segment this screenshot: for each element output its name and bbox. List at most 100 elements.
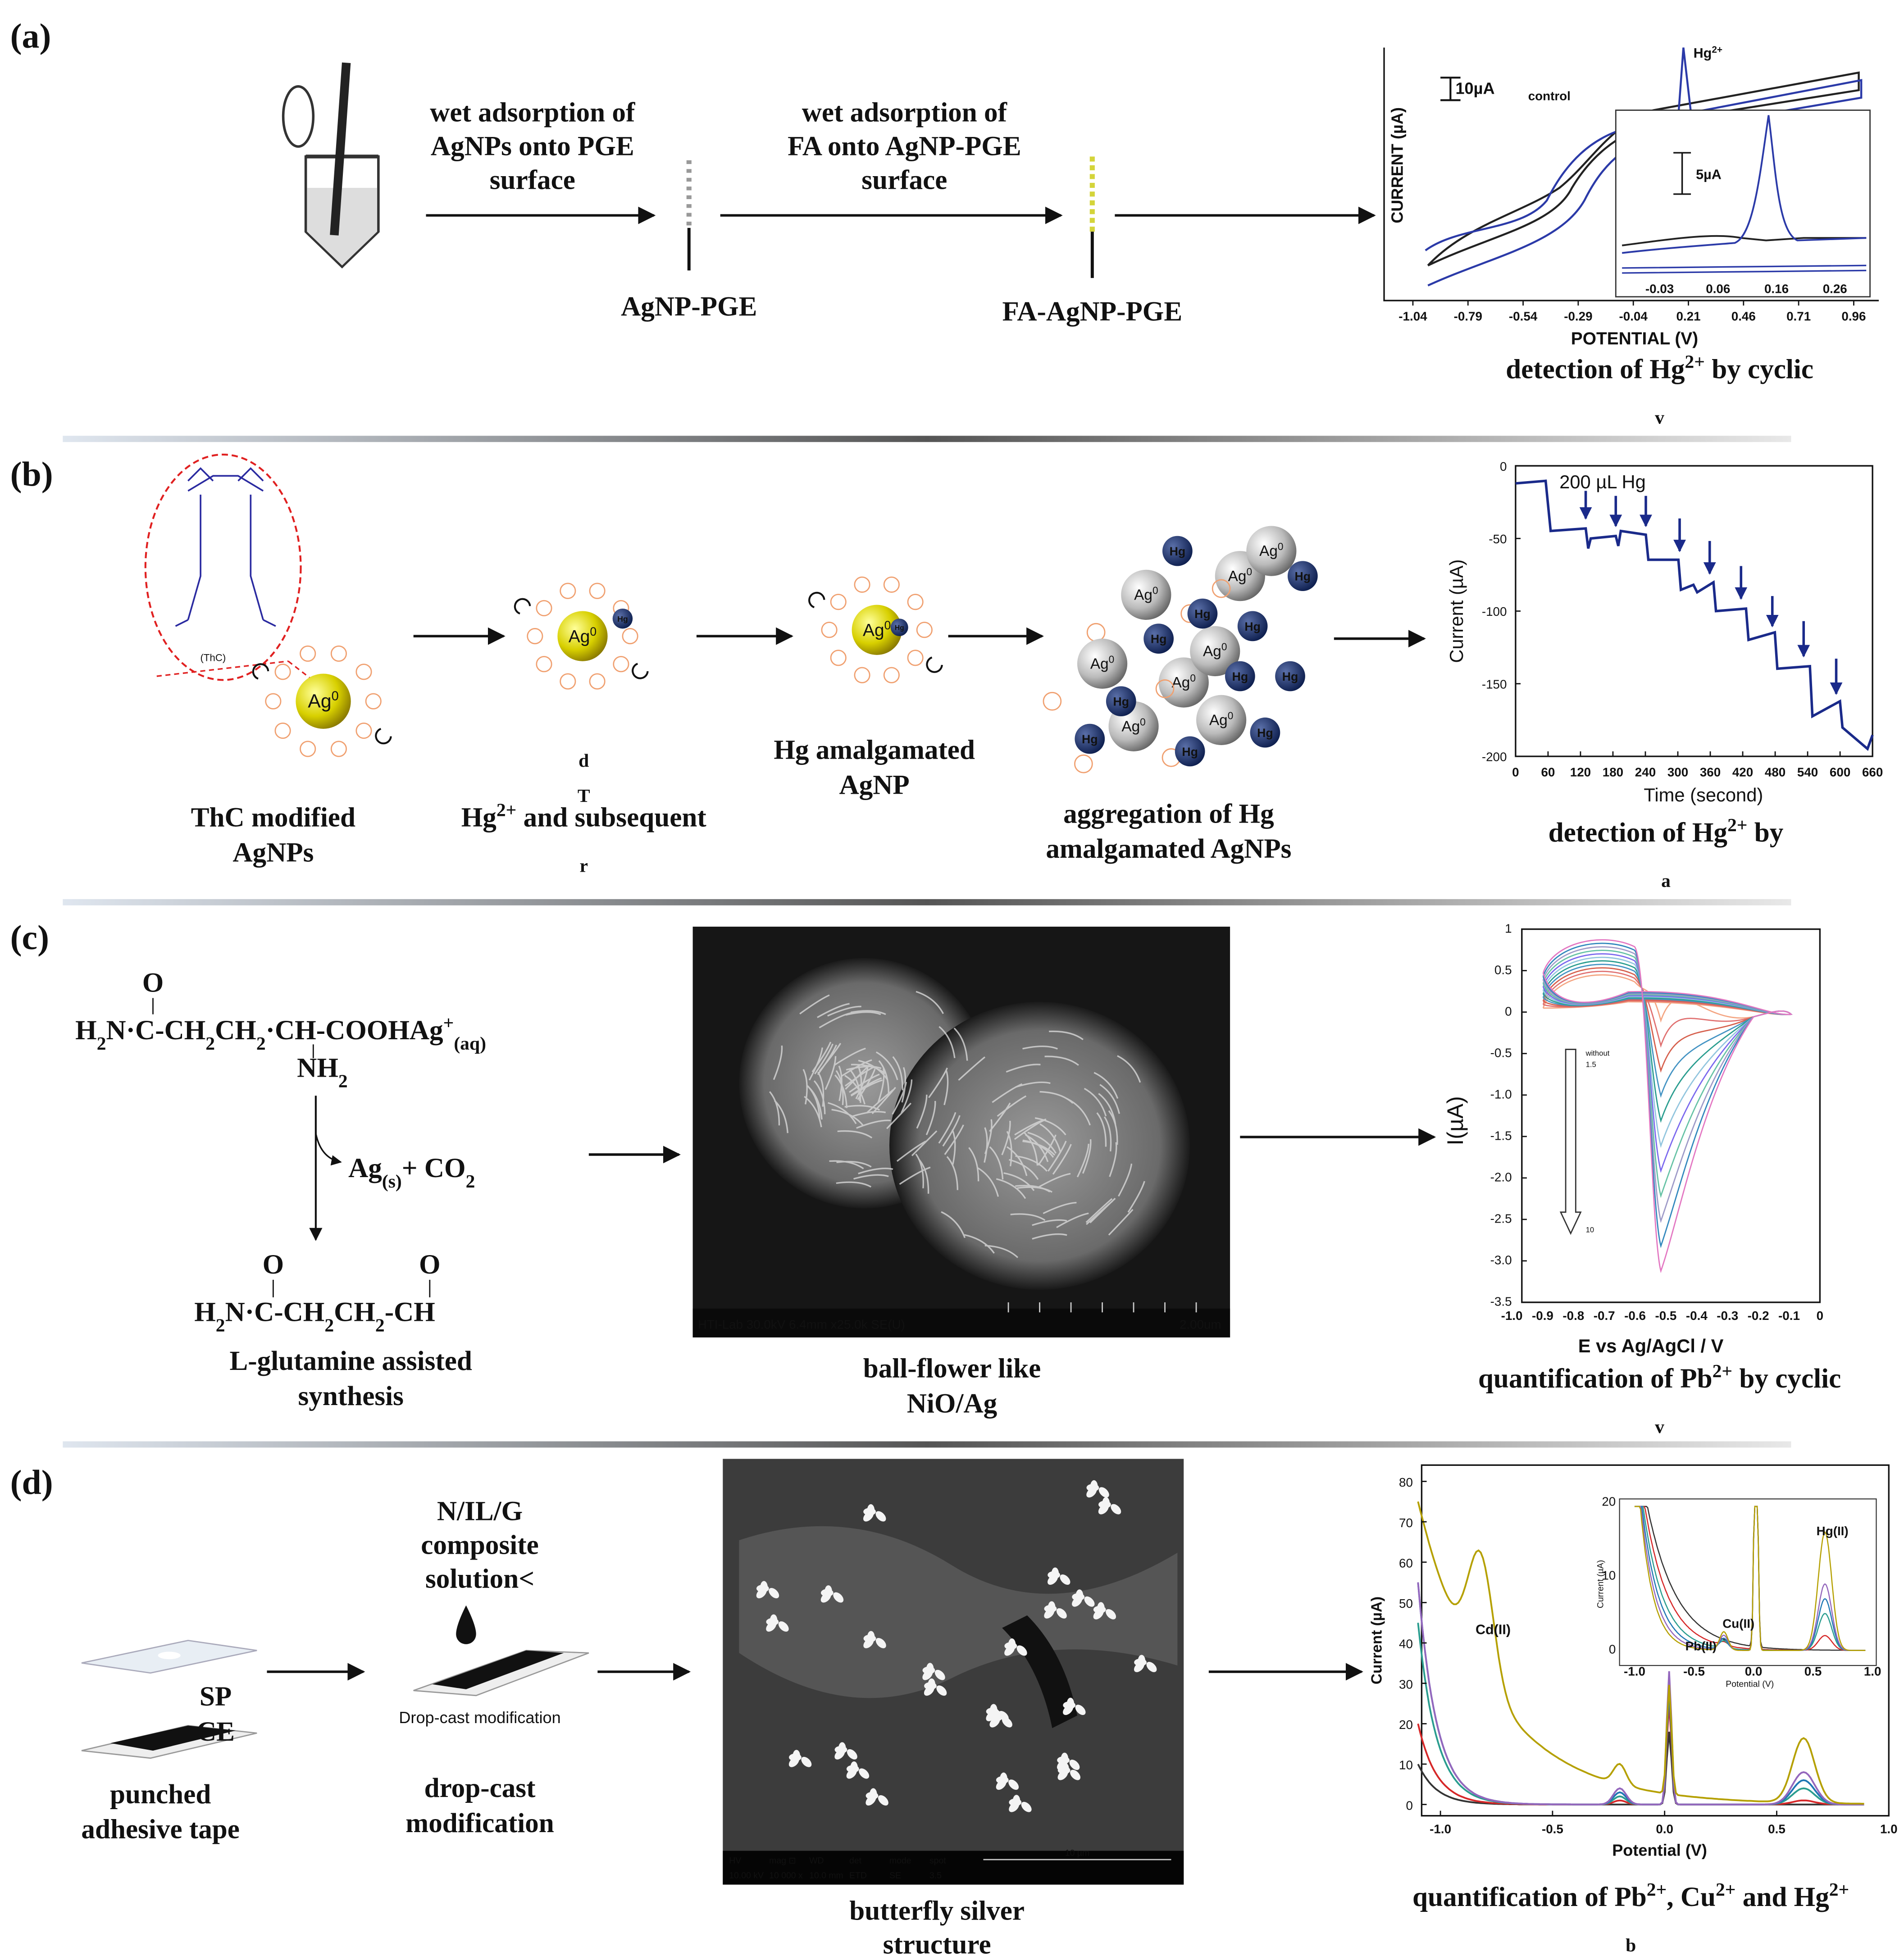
label: Hg2+ and subsequent — [461, 800, 707, 833]
flake — [922, 1669, 933, 1680]
text-part: r — [580, 855, 588, 876]
petal — [824, 1056, 837, 1090]
annotation: Hg(II) — [1817, 1524, 1849, 1538]
flake — [801, 1756, 812, 1767]
mercury — [1237, 611, 1268, 641]
cv-curve — [1542, 942, 1793, 1248]
ligand — [883, 576, 900, 593]
cv-curve — [1542, 964, 1793, 1098]
flake — [1093, 1609, 1104, 1619]
label: SP — [200, 1682, 232, 1712]
text-part: 0 — [884, 619, 891, 632]
image-caption: spot — [929, 1856, 946, 1865]
y-tick-label: 0 — [1406, 1798, 1413, 1812]
axis-label: POTENTIAL (V) — [1571, 329, 1698, 348]
petal — [834, 1074, 848, 1108]
mercury-label: Hg — [1232, 670, 1248, 683]
annotation: Cd(II) — [1476, 1622, 1511, 1638]
petal — [811, 1042, 832, 1073]
text-part: 0 — [332, 689, 339, 704]
axis-label: I(µA) — [1443, 1096, 1468, 1145]
petal — [1015, 1155, 1048, 1172]
text-part: 2 — [216, 1315, 225, 1336]
nanoparticle — [1121, 569, 1171, 620]
ligand — [613, 656, 629, 673]
nanoparticle — [1077, 638, 1128, 689]
x-tick-label: -0.4 — [1686, 1309, 1708, 1323]
label: NiO/Ag — [907, 1389, 997, 1419]
y-tick-label: -50 — [1489, 532, 1507, 546]
text-part: 2+ — [496, 800, 516, 820]
text-part: 2+ — [1727, 814, 1747, 835]
petal — [1032, 1233, 1067, 1240]
swv-curve — [1634, 1506, 1866, 1651]
mercury — [1275, 661, 1305, 691]
flake — [1086, 1487, 1097, 1498]
x-tick-label: -0.2 — [1748, 1309, 1769, 1323]
text-part: detection of Hg — [1506, 354, 1685, 384]
flake — [875, 1638, 886, 1648]
label: quantification of Pb2+ by cyclic — [1478, 1360, 1841, 1394]
cv-curve — [1542, 967, 1793, 1073]
y-tick-label: 20 — [1602, 1495, 1616, 1509]
label: CE — [196, 1717, 235, 1747]
annotation: Hg2+ — [1694, 44, 1722, 61]
cv-plot — [1521, 928, 1821, 1303]
petal — [1052, 1144, 1072, 1175]
petal — [997, 1095, 1027, 1117]
sem-image — [692, 927, 1230, 1337]
petal — [1049, 1030, 1084, 1041]
petal — [1044, 1055, 1079, 1066]
ligand — [907, 650, 924, 666]
swv-plot — [1417, 1464, 1890, 1817]
separator — [63, 899, 1791, 905]
x-tick-label: -0.5 — [1655, 1309, 1677, 1323]
flake — [846, 1768, 857, 1779]
label: AgNPs onto PGE — [431, 132, 634, 162]
petal — [850, 1077, 882, 1096]
petal — [858, 1168, 893, 1174]
label: butterfly silver — [849, 1896, 1025, 1926]
label: ball-flower like — [863, 1354, 1041, 1384]
text-part: and Hg — [1735, 1882, 1829, 1912]
text-part: T — [578, 785, 590, 806]
x-tick-label: -0.8 — [1562, 1309, 1584, 1323]
flake — [1111, 1504, 1121, 1515]
ligand — [854, 576, 870, 593]
ligand — [265, 693, 282, 710]
ligand — [1086, 623, 1106, 642]
text-part: 0 — [1228, 710, 1234, 721]
y-tick-label: -150 — [1482, 677, 1507, 691]
ligand — [830, 594, 847, 610]
petal — [866, 1089, 894, 1114]
petal — [846, 1065, 882, 1071]
annotation: Pb(II) — [1685, 1639, 1717, 1653]
ligand — [589, 673, 606, 690]
text-part: Ag — [1090, 655, 1109, 672]
flake — [1098, 1504, 1109, 1515]
petal — [829, 1160, 864, 1169]
x-tick-label: 360 — [1700, 765, 1721, 779]
petal — [1099, 1084, 1121, 1114]
petal — [769, 1091, 780, 1126]
ligand — [1212, 579, 1231, 598]
text-part: 2+ — [1829, 1879, 1849, 1900]
particle-label: Ag0 — [1209, 710, 1233, 728]
label: AgNPs — [232, 837, 314, 868]
petal — [1084, 1087, 1107, 1117]
label: v — [1655, 1416, 1664, 1437]
petal — [992, 1083, 1023, 1103]
flake — [996, 1779, 1007, 1790]
axis-label: Current (µA) — [1368, 1597, 1385, 1684]
text-part: 0 — [1221, 641, 1227, 653]
petal — [984, 1127, 988, 1163]
text-part: and subsequent — [516, 803, 706, 833]
label: amalgamated AgNPs — [1046, 834, 1291, 864]
label: AgNP — [839, 770, 910, 800]
image-caption: 10 000 x — [769, 1871, 803, 1881]
petal — [1015, 1185, 1051, 1193]
sem-image — [723, 1459, 1184, 1885]
cv-curve — [1542, 946, 1793, 1224]
petal — [1025, 1134, 1049, 1162]
petal — [1027, 1132, 1057, 1154]
